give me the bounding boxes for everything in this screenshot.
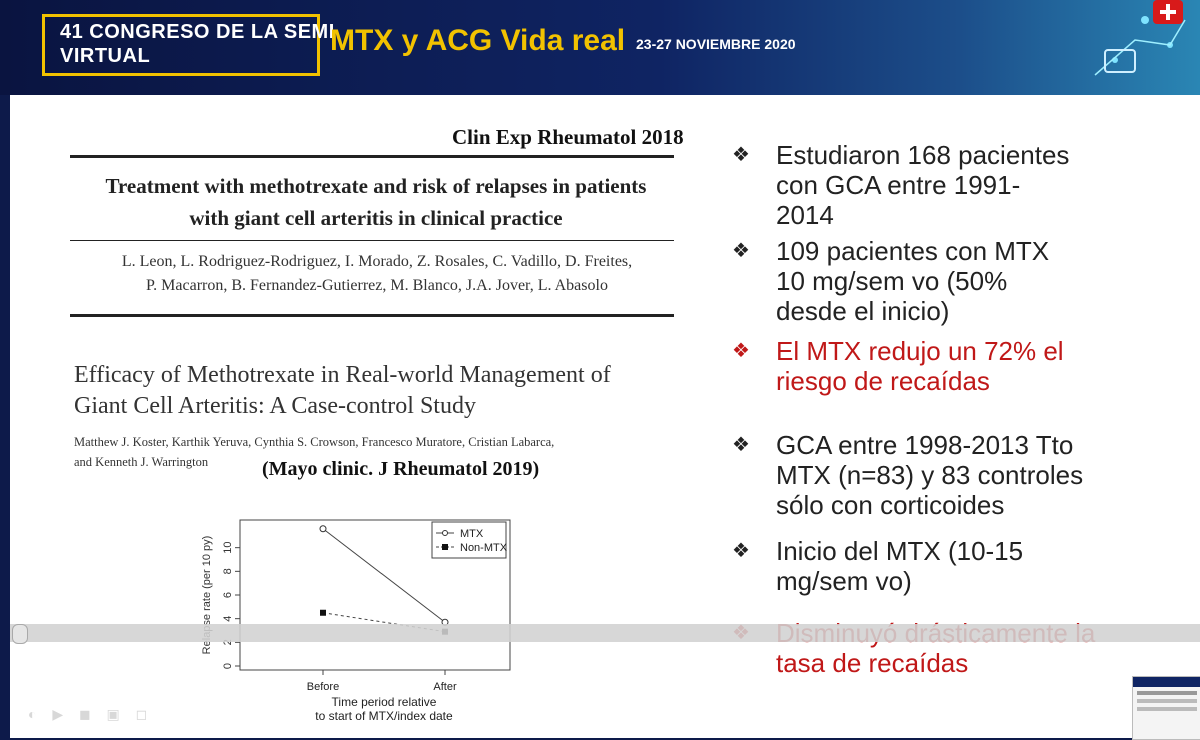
thumbnail-line — [1137, 707, 1197, 711]
series-line-mtx — [322, 528, 446, 623]
bullet-line: Inicio del MTX (10-15 — [776, 536, 1024, 566]
legend-marker — [442, 530, 448, 536]
divider-authors-bottom — [70, 314, 674, 317]
legend-box — [431, 521, 507, 559]
thumbnail-line — [1137, 691, 1197, 695]
diamond-bullet-icon: ❖ — [732, 434, 750, 456]
congress-line-1: 41 CONGRESO DE LA SEMI — [60, 21, 335, 43]
legend-label: MTX — [460, 528, 484, 540]
bullet-line: 10 mg/sem vo (50% — [776, 266, 1008, 296]
data-point-non-mtx — [320, 609, 326, 616]
relapse-rate-chart: 0 2 4 6 8 10 Before After Relapse rate (per 10 p… — [188, 510, 520, 725]
legend-marker — [442, 544, 448, 550]
bullet-line: desde el inicio) — [776, 296, 950, 326]
bullet-line: 109 pacientes con MTX — [776, 236, 1050, 266]
congress-banner: 41 CONGRESO DE LA SEMI VIRTUAL MTX y ACG… — [0, 0, 1200, 95]
divider-authors-top — [70, 240, 674, 241]
data-point-mtx — [319, 525, 327, 533]
bullet-text: GCA entre 1998-2013 Tto MTX (n=83) y 83 c… — [776, 430, 1166, 520]
banner-frame — [42, 14, 320, 76]
diamond-bullet-icon: ❖ — [732, 540, 750, 562]
paper1-authors: L. Leon, L. Rodriguez-Rodriguez, I. Mora… — [72, 250, 682, 298]
paper1-title: Treatment with methotrexate and risk of … — [70, 170, 682, 234]
player-controls[interactable]: ◐ ▶ ◼ ▣ ◻ — [28, 706, 154, 722]
bullet-line: mg/sem vo) — [776, 566, 912, 596]
legend-label: Non-MTX — [460, 542, 508, 554]
journal-citation-2018: Clin Exp Rheumatol 2018 — [452, 125, 684, 149]
bullet-text: Estudiaron 168 pacientes con GCA entre 19… — [776, 140, 1166, 230]
medical-illustration-icon — [1094, 0, 1186, 76]
x-tick-label: After — [433, 681, 457, 693]
bullet-text: El MTX redujo un 72% el riesgo de recaída… — [776, 336, 1166, 396]
bullet-line: sólo con corticoides — [776, 490, 1005, 520]
bullet-text: Disminuyó drásticamente latasa de recaíd… — [776, 618, 1166, 678]
bullet-text: Inicio del MTX (10-15 mg/sem vo) — [776, 536, 1166, 596]
slide-thumbnail[interactable] — [1132, 676, 1200, 740]
diamond-bullet-icon: ❖ — [732, 240, 750, 262]
paper2-title-line-2: Giant Cell Arteritis: A Case-control Stu… — [74, 393, 476, 419]
thumbnail-banner — [1133, 677, 1200, 687]
bullet-line: 2014 — [776, 200, 834, 230]
x-axis-label: Time period relative — [332, 695, 437, 709]
event-dates: 23-27 NOVIEMBRE 2020 — [636, 36, 796, 52]
paper2-authors-line-2: and Kenneth J. Warrington — [74, 455, 209, 469]
bullet-line: GCA entre 1998-2013 Tto — [776, 430, 1074, 460]
paper2-authors: Matthew J. Koster, Karthik Yeruva, Cynth… — [74, 432, 674, 472]
x-tick-label: Before — [307, 681, 339, 693]
paper2-authors-line-1: Matthew J. Koster, Karthik Yeruva, Cynth… — [74, 435, 555, 449]
paper1-authors-line-1: L. Leon, L. Rodriguez-Rodriguez, I. Mora… — [121, 253, 633, 270]
y-tick-label: 2 — [222, 639, 234, 645]
bullet-line: tasa de recaídas — [776, 648, 969, 678]
x-axis-label: to start of MTX/index date — [315, 709, 453, 723]
diamond-bullet-icon: ❖ — [732, 144, 750, 166]
paper1-title-line-1: Treatment with methotrexate and risk of … — [105, 174, 647, 198]
congress-label: 41 CONGRESO DE LA SEMI VIRTUAL — [60, 20, 335, 68]
seek-handle[interactable] — [12, 624, 28, 644]
paper2-title: Efficacy of Methotrexate in Real-world M… — [74, 360, 611, 422]
bullet-line: riesgo de recaídas — [776, 366, 990, 396]
divider-top — [70, 155, 674, 158]
y-tick-label: 10 — [222, 542, 234, 554]
diamond-bullet-icon: ❖ — [732, 340, 750, 362]
thumbnail-line — [1137, 699, 1197, 703]
bullet-line: MTX (n=83) y 83 controles — [776, 460, 1084, 490]
y-tick-label: 6 — [222, 592, 234, 598]
journal-citation-2019: (Mayo clinic. J Rheumatol 2019) — [262, 458, 540, 480]
session-title: MTX y ACG Vida real — [330, 24, 626, 57]
video-seek-bar[interactable] — [10, 624, 1200, 642]
bullet-line: con GCA entre 1991- — [776, 170, 1021, 200]
paper1-title-line-2: with giant cell arteritis in clinical pr… — [189, 206, 563, 230]
y-tick-label: 4 — [222, 616, 234, 622]
paper1-authors-line-2: P. Macarron, B. Fernandez-Gutierrez, M. … — [146, 277, 608, 294]
bullet-line: Estudiaron 168 pacientes — [776, 140, 1070, 170]
y-tick-label: 8 — [222, 568, 234, 574]
bullet-line: El MTX redujo un 72% el — [776, 336, 1064, 366]
congress-line-2: VIRTUAL — [60, 45, 151, 67]
y-tick-label: 0 — [222, 663, 234, 669]
bullet-text: 109 pacientes con MTX 10 mg/sem vo (50% de… — [776, 236, 1166, 326]
paper2-title-line-1: Efficacy of Methotrexate in Real-world M… — [74, 362, 611, 388]
